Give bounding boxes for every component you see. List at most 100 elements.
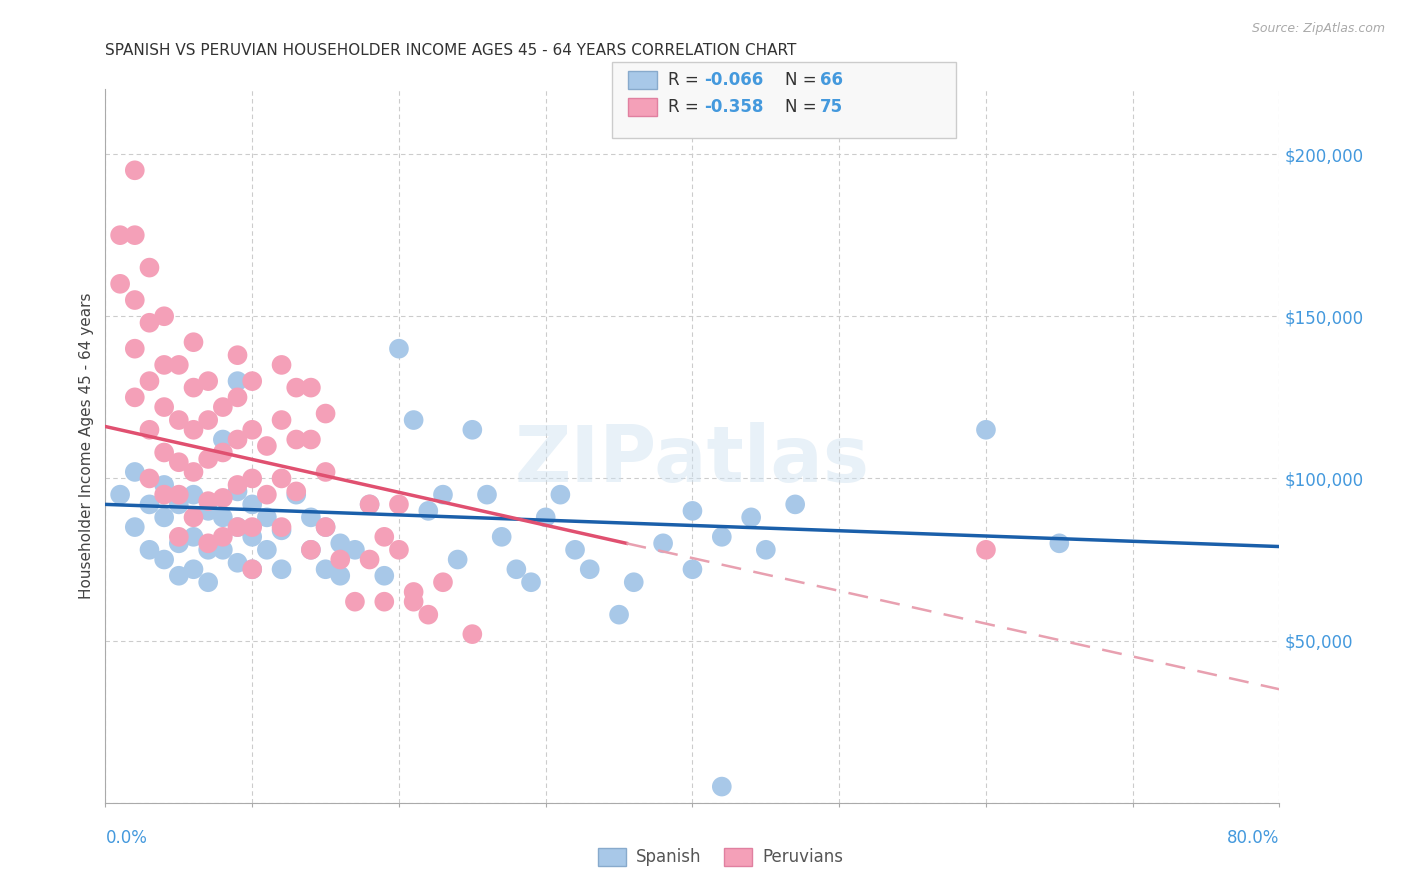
- Point: [197, 536, 219, 550]
- Point: [299, 510, 322, 524]
- Point: [197, 575, 219, 590]
- Point: [226, 520, 249, 534]
- Point: [167, 455, 190, 469]
- Point: [270, 413, 292, 427]
- Point: [607, 607, 630, 622]
- Point: [446, 552, 468, 566]
- Point: [226, 390, 249, 404]
- Text: 75: 75: [820, 98, 842, 116]
- Point: [534, 510, 557, 524]
- Point: [1047, 536, 1070, 550]
- Text: Peruvians: Peruvians: [762, 848, 844, 866]
- Point: [108, 277, 131, 291]
- Text: 0.0%: 0.0%: [105, 829, 148, 847]
- Point: [256, 542, 278, 557]
- Text: Source: ZipAtlas.com: Source: ZipAtlas.com: [1251, 22, 1385, 36]
- Point: [418, 607, 440, 622]
- Point: [226, 374, 249, 388]
- Text: -0.066: -0.066: [704, 71, 763, 89]
- Point: [315, 520, 337, 534]
- Point: [475, 488, 498, 502]
- Point: [256, 439, 278, 453]
- Point: [226, 433, 249, 447]
- Text: 66: 66: [820, 71, 842, 89]
- Point: [153, 478, 176, 492]
- Y-axis label: Householder Income Ages 45 - 64 years: Householder Income Ages 45 - 64 years: [79, 293, 94, 599]
- Point: [240, 530, 263, 544]
- Point: [211, 491, 233, 505]
- Point: [270, 520, 292, 534]
- Point: [138, 260, 160, 275]
- Point: [211, 530, 233, 544]
- Point: [299, 542, 322, 557]
- Point: [388, 342, 411, 356]
- Point: [315, 407, 337, 421]
- Point: [240, 423, 263, 437]
- Point: [461, 423, 484, 437]
- Point: [256, 510, 278, 524]
- Text: Spanish: Spanish: [636, 848, 702, 866]
- Point: [108, 228, 131, 243]
- Point: [550, 488, 572, 502]
- Point: [183, 488, 205, 502]
- Point: [138, 423, 160, 437]
- Point: [418, 504, 440, 518]
- Point: [710, 530, 733, 544]
- Point: [270, 562, 292, 576]
- Point: [183, 562, 205, 576]
- Point: [329, 552, 352, 566]
- Point: [299, 433, 322, 447]
- Point: [124, 342, 146, 356]
- Point: [682, 504, 704, 518]
- Point: [755, 542, 778, 557]
- Point: [124, 293, 146, 307]
- Text: 80.0%: 80.0%: [1227, 829, 1279, 847]
- Point: [167, 568, 190, 582]
- Point: [740, 510, 762, 524]
- Point: [240, 520, 263, 534]
- Point: [167, 413, 190, 427]
- Point: [124, 465, 146, 479]
- Point: [153, 358, 176, 372]
- Point: [285, 381, 308, 395]
- Text: SPANISH VS PERUVIAN HOUSEHOLDER INCOME AGES 45 - 64 YEARS CORRELATION CHART: SPANISH VS PERUVIAN HOUSEHOLDER INCOME A…: [105, 43, 797, 58]
- Point: [623, 575, 645, 590]
- Point: [564, 542, 586, 557]
- Point: [285, 488, 308, 502]
- Point: [183, 381, 205, 395]
- Point: [461, 627, 484, 641]
- Point: [652, 536, 675, 550]
- Point: [226, 484, 249, 499]
- Point: [211, 542, 233, 557]
- Point: [343, 542, 366, 557]
- Point: [240, 374, 263, 388]
- Point: [138, 316, 160, 330]
- Point: [197, 494, 219, 508]
- Point: [240, 562, 263, 576]
- Text: ZIPatlas: ZIPatlas: [515, 422, 870, 499]
- Point: [124, 228, 146, 243]
- Point: [578, 562, 600, 576]
- Point: [153, 488, 176, 502]
- Point: [240, 497, 263, 511]
- Point: [315, 562, 337, 576]
- Point: [183, 335, 205, 350]
- Point: [167, 497, 190, 511]
- Point: [211, 510, 233, 524]
- Point: [167, 536, 190, 550]
- Point: [285, 484, 308, 499]
- Point: [226, 478, 249, 492]
- Point: [183, 465, 205, 479]
- Point: [211, 445, 233, 459]
- Point: [138, 374, 160, 388]
- Point: [183, 423, 205, 437]
- Point: [226, 348, 249, 362]
- Point: [124, 390, 146, 404]
- Point: [974, 423, 997, 437]
- Point: [505, 562, 527, 576]
- Point: [359, 497, 381, 511]
- Point: [373, 568, 395, 582]
- Point: [153, 445, 176, 459]
- Point: [167, 530, 190, 544]
- Point: [108, 488, 131, 502]
